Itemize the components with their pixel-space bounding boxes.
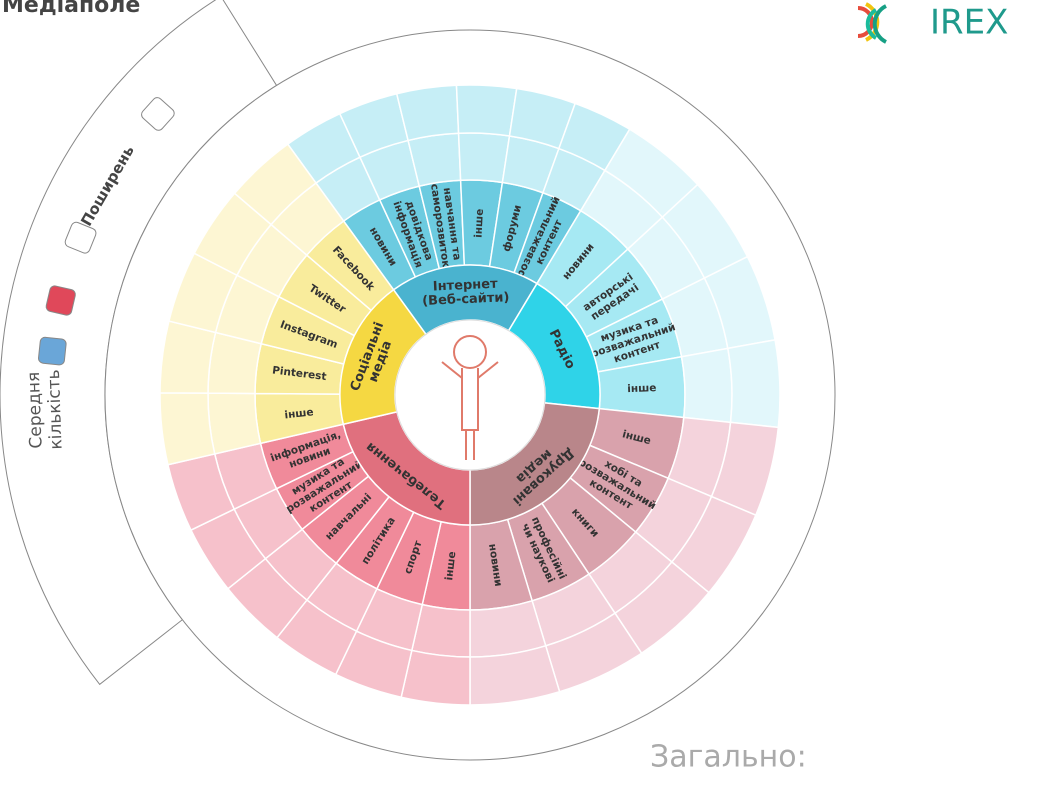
label: Інтернет(Веб-сайти) — [421, 276, 509, 309]
page: {"header": {"title": "Медіаполе", "logo"… — [0, 0, 1047, 782]
cell — [682, 348, 732, 422]
cell — [208, 393, 261, 454]
center — [395, 320, 545, 470]
label: Середнякількість — [24, 369, 67, 450]
cell — [401, 650, 470, 705]
cell — [456, 85, 516, 136]
label-line: кількість — [44, 369, 67, 450]
cell — [160, 321, 216, 393]
cell — [728, 340, 780, 428]
cell — [459, 133, 510, 182]
cell — [160, 393, 215, 465]
cell — [397, 85, 459, 140]
label: інше — [627, 382, 657, 395]
title: Медіаполе — [2, 0, 140, 18]
label-line: Середня — [24, 372, 47, 449]
logo: IREX — [858, 3, 1008, 43]
label-line: інше — [472, 208, 486, 238]
icon — [45, 285, 76, 316]
label: інше — [472, 208, 486, 238]
media-wheel: Медіаполе IREX Загально: Середнякількіст… — [0, 0, 1047, 782]
label-line: інше — [627, 382, 657, 395]
icon — [38, 337, 67, 366]
logo-text: IREX — [930, 3, 1008, 43]
total-label: Загально: — [650, 740, 807, 775]
